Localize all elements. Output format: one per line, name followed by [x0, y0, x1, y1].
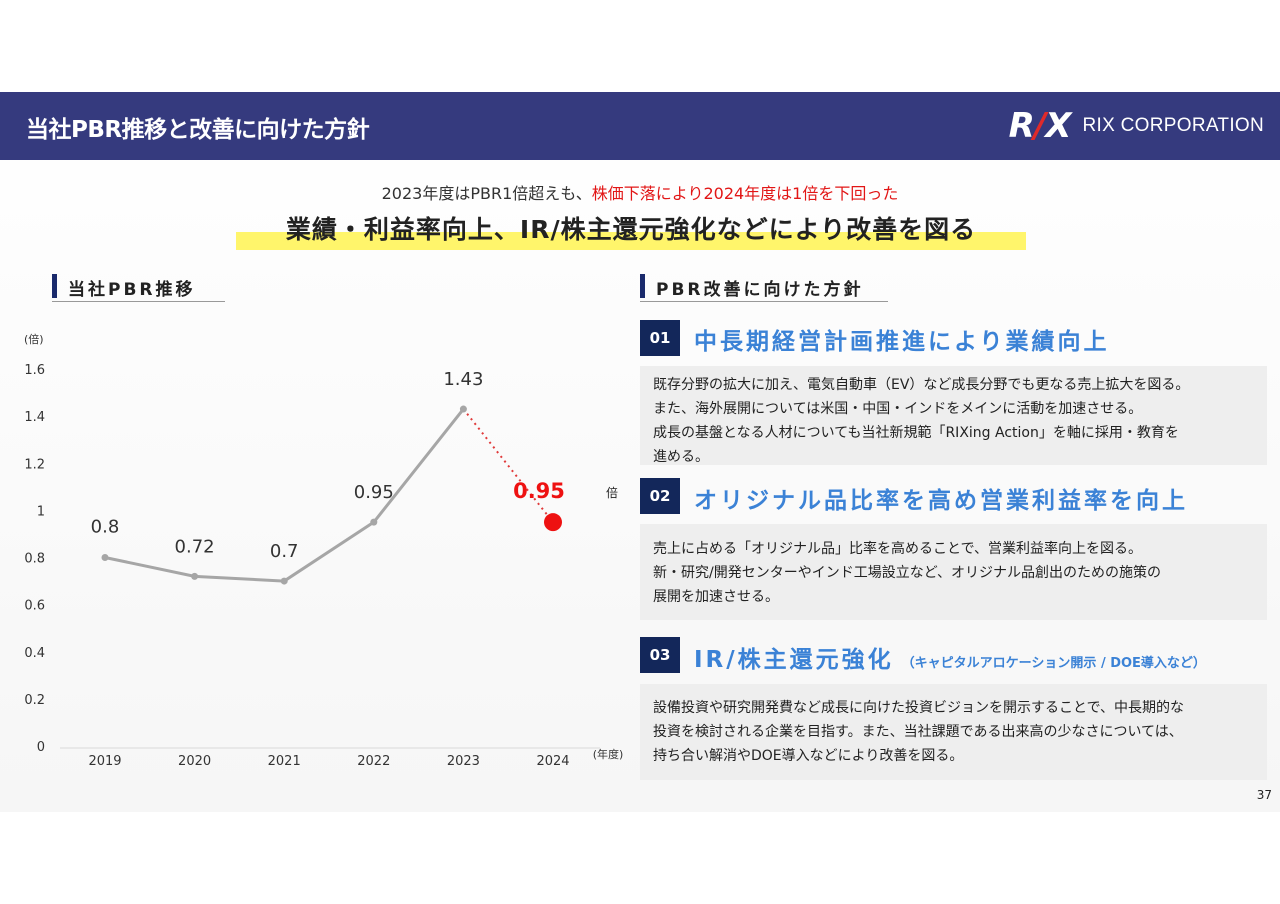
subheadline-red-text: 株価下落により2024年度は1倍を下回った: [591, 184, 899, 203]
data-point: [370, 518, 378, 526]
highlight-data-point: [544, 513, 562, 532]
data-point: [280, 577, 288, 585]
policy-title-03: IR/株主還元強化 （キャピタルアロケーション開示 / DOE導入など）: [694, 640, 1206, 674]
data-point: [459, 405, 467, 413]
y-axis-label: (倍): [24, 332, 44, 346]
x-tick-label: 2023: [447, 754, 480, 769]
policy-line: 新・研究/開発センターやインド工場設立など、オリジナル品創出のための施策の: [653, 565, 1162, 581]
x-tick-label: 2019: [88, 754, 121, 769]
policy-line: 既存分野の拡大に加え、電気自動車（EV）など成長分野でも更なる売上拡大を図る。: [653, 377, 1190, 393]
policy-box-03: 設備投資や研究開発費など成長に向けた投資ビジョンを開示することで、中長期的な 投…: [640, 684, 1267, 780]
highlight-bar: [236, 232, 1026, 250]
page-number: 37: [1256, 788, 1272, 802]
policy-line: 持ち合い解消やDOE導入などにより改善を図る。: [653, 748, 964, 764]
policy-line: 成長の基盤となる人材についても当社新規範「RIXing Action」を軸に採用…: [653, 425, 1179, 441]
policy-number-01: 01: [640, 320, 680, 356]
policy-line: 投資を検討される企業を目指す。また、当社課題である出来高の少なさについては、: [653, 724, 1183, 740]
policy-line: また、海外展開については米国・中国・インドをメインに活動を加速させる。: [653, 401, 1143, 417]
x-tick-label: 2021: [268, 754, 301, 769]
policy-line: 展開を加速させる。: [653, 589, 779, 605]
policy-line: 売上に占める「オリジナル品」比率を高めることで、営業利益率向上を図る。: [653, 541, 1143, 557]
data-label: 1.43: [443, 369, 483, 390]
company-logo: R/X RIX CORPORATION: [1009, 106, 1264, 146]
y-tick-label: 0.6: [24, 599, 45, 614]
highlight-unit-label: 倍: [606, 485, 618, 500]
policy-box-01: 既存分野の拡大に加え、電気自動車（EV）など成長分野でも更なる売上拡大を図る。 …: [640, 366, 1267, 465]
page-title: 当社PBR推移と改善に向けた方針: [26, 117, 370, 143]
data-label: 0.72: [175, 536, 215, 557]
header-bar: 当社PBR推移と改善に向けた方針 R/X RIX CORPORATION: [0, 92, 1280, 160]
x-tick-label: 2024: [536, 754, 569, 769]
y-tick-label: 1: [37, 504, 45, 519]
y-tick-label: 0.2: [24, 693, 45, 708]
policy-line: 設備投資や研究開発費など成長に向けた投資ビジョンを開示することで、中長期的な: [653, 700, 1185, 716]
y-tick-label: 1.2: [24, 457, 45, 472]
x-tick-label: 2022: [357, 754, 390, 769]
x-axis-label: (年度): [593, 747, 624, 761]
highlight-data-label: 0.95: [513, 479, 565, 503]
policy-title-01-text: 中長期経営計画推進により業績向上: [694, 329, 1110, 355]
y-tick-label: 1.4: [24, 410, 45, 425]
data-point: [191, 572, 199, 580]
main-message-text: 業績・利益率向上、IR/株主還元強化などにより改善を図る: [285, 215, 977, 244]
y-tick-label: 0: [37, 740, 45, 755]
main-message: 業績・利益率向上、IR/株主還元強化などにより改善を図る: [236, 210, 1026, 250]
y-tick-label: 0.4: [24, 646, 45, 661]
policy-number-02: 02: [640, 478, 680, 514]
section-marker: [640, 274, 645, 298]
logo-mark: R/X: [1008, 106, 1072, 146]
data-label: 0.8: [91, 517, 120, 538]
policy-title-03-text: IR/株主還元強化: [694, 647, 894, 673]
left-section-title: 当社PBR推移: [68, 280, 196, 300]
policy-title-02: オリジナル品比率を高め営業利益率を向上: [694, 481, 1188, 515]
section-marker: [52, 274, 57, 298]
logo-text: RIX CORPORATION: [1082, 115, 1264, 136]
right-section-title: PBR改善に向けた方針: [656, 280, 864, 300]
policy-box-02: 売上に占める「オリジナル品」比率を高めることで、営業利益率向上を図る。 新・研究…: [640, 524, 1267, 620]
subheadline: 2023年度はPBR1倍超えも、株価下落により2024年度は1倍を下回った: [0, 180, 1280, 204]
policy-line: 進める。: [653, 449, 709, 465]
policy-title-03-note: （キャピタルアロケーション開示 / DOE導入など）: [901, 656, 1206, 671]
subheadline-text: 2023年度はPBR1倍超えも、: [381, 184, 592, 203]
pbr-line-chart: (倍) 0 0.2 0.4 0.6 0.8 1 1.2 1.4 1.6 2019 2020 2021 20…: [24, 332, 624, 769]
policy-title-01: 中長期経営計画推進により業績向上: [694, 322, 1110, 356]
data-label: 0.95: [354, 482, 394, 503]
slide: 当社PBR推移と改善に向けた方針 R/X RIX CORPORATION 202…: [0, 92, 1280, 812]
policy-number-03: 03: [640, 637, 680, 673]
y-tick-label: 0.8: [24, 552, 45, 567]
policy-title-02-text: オリジナル品比率を高め営業利益率を向上: [694, 488, 1188, 514]
y-tick-label: 1.6: [24, 363, 45, 378]
left-section-heading: 当社PBR推移: [52, 272, 225, 302]
right-section-heading: PBR改善に向けた方針: [640, 272, 888, 302]
data-point: [101, 554, 109, 561]
x-tick-label: 2020: [178, 754, 211, 769]
forecast-dotted-line: [462, 408, 554, 523]
data-label: 0.7: [270, 541, 299, 562]
